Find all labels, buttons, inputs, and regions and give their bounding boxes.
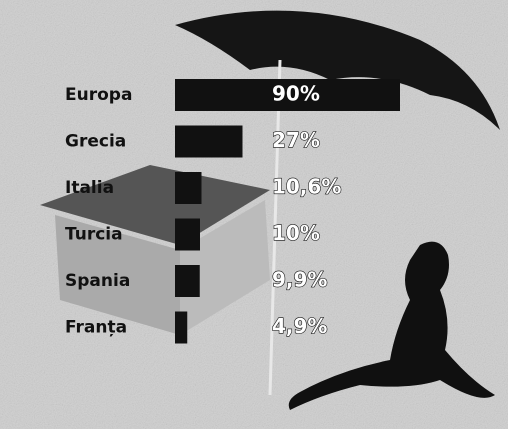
bar	[175, 219, 200, 251]
bar	[175, 312, 187, 344]
value-label: 90%	[272, 82, 320, 106]
chart: Europa 90% Grecia 27% Italia 10,6% Turcia 10% Sp…	[0, 0, 508, 429]
value-label: 4,9%	[272, 314, 327, 338]
bar	[175, 265, 200, 297]
value-label: 10%	[272, 221, 320, 245]
category-label: Franța	[65, 318, 127, 338]
value-label: 10,6%	[272, 175, 341, 199]
bar	[175, 126, 243, 158]
category-label: Europa	[65, 85, 132, 105]
value-label: 27%	[272, 128, 320, 152]
bar	[175, 172, 202, 204]
category-label: Grecia	[65, 132, 126, 152]
category-label: Spania	[65, 271, 130, 291]
value-label: 9,9%	[272, 268, 327, 292]
category-label: Turcia	[65, 225, 123, 245]
category-label: Italia	[65, 178, 114, 198]
